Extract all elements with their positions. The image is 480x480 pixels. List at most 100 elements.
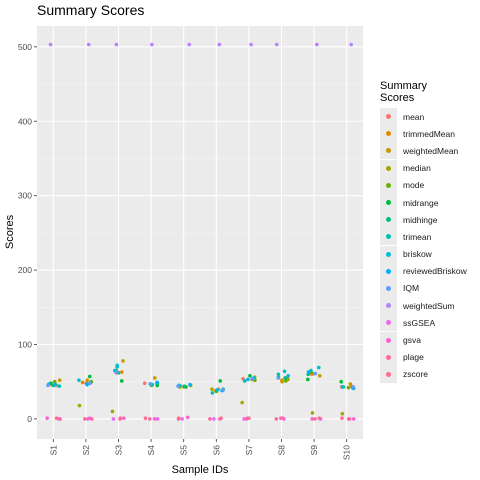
- point-zscore-S2: [83, 417, 87, 421]
- point-zscore-S1: [54, 416, 59, 420]
- point-IQM-S9: [313, 371, 318, 376]
- point-reviewedBriskow-S5: [188, 382, 192, 387]
- point-reviewedBriskow-S8: [286, 373, 290, 378]
- x-tick-label-S6: S6: [211, 445, 221, 456]
- x-tick-label-S9: S9: [309, 445, 319, 456]
- y-tick-label: 200: [18, 265, 32, 275]
- point-briskow-S9: [316, 365, 321, 370]
- legend-dot-ssGSEA: [386, 320, 391, 326]
- point-weightedSum-S5: [187, 42, 192, 47]
- x-tick-label-S8: S8: [277, 445, 287, 456]
- legend-key: [380, 297, 397, 315]
- point-weightedSum-S7: [249, 42, 253, 47]
- point-IQM-S4: [148, 382, 153, 386]
- point-weightedSum-S2: [86, 42, 91, 47]
- legend-dot-plage: [386, 354, 391, 360]
- point-zscore-S3: [118, 416, 123, 420]
- y-tick-label: 100: [18, 339, 32, 349]
- legend-key: [380, 348, 397, 366]
- legend-item-trimmedMean: trimmedMean: [380, 125, 478, 143]
- point-briskow-S8: [282, 369, 287, 374]
- point-mean-S4: [142, 381, 147, 385]
- legend-key: [380, 314, 397, 332]
- point-midrange-S6: [218, 379, 223, 383]
- legend-item-mode: mode: [380, 176, 478, 194]
- x-tick-label-S10: S10: [342, 445, 352, 460]
- point-briskow-S2: [77, 378, 81, 383]
- point-weightedMean-S10: [348, 382, 353, 386]
- point-plage-S4: [147, 417, 152, 421]
- point-weightedMean-S3: [121, 359, 125, 363]
- point-weightedSum-S9: [315, 42, 319, 47]
- point-gsva-S10: [351, 417, 356, 421]
- legend-item-reviewedBriskow: reviewedBriskow: [380, 262, 478, 280]
- legend-item-median: median: [380, 159, 478, 177]
- legend-label-plage: plage: [403, 352, 424, 363]
- legend-key: [380, 125, 397, 143]
- point-plage-S1: [58, 417, 62, 421]
- point-weightedMean-S9: [317, 373, 322, 378]
- plot-panel: [37, 26, 363, 439]
- grid-lines: [37, 26, 363, 439]
- point-weightedSum-S6: [217, 42, 222, 47]
- point-reviewedBriskow-S1: [53, 382, 57, 387]
- legend-items: mean trimmedMean weightedMean median mode mid…: [380, 108, 478, 383]
- legend-label-briskow: briskow: [403, 249, 432, 260]
- legend-dot-mean: [386, 114, 391, 120]
- point-median-S7: [240, 400, 244, 405]
- legend-label-midhinge: midhinge: [403, 214, 438, 225]
- point-weightedMean-S2: [85, 378, 90, 383]
- point-gsva-S3: [122, 416, 126, 420]
- legend-key: [380, 142, 397, 160]
- point-weightedSum-S1: [48, 42, 53, 47]
- y-axis-label: Scores: [4, 214, 16, 249]
- legend-label-gsva: gsva: [403, 335, 421, 346]
- point-midhinge-S8: [283, 376, 288, 380]
- legend-item-ssGSEA: ssGSEA: [380, 314, 478, 332]
- legend-dot-median: [386, 165, 391, 171]
- legend-item-zscore: zscore: [380, 365, 478, 383]
- legend-item-gsva: gsva: [380, 331, 478, 349]
- point-weightedSum-S8: [274, 42, 279, 47]
- legend-label-ssGSEA: ssGSEA: [403, 317, 436, 328]
- y-tick-label: 300: [18, 191, 32, 201]
- point-trimmedMean-S2: [80, 380, 85, 385]
- point-plage-S6: [208, 417, 212, 421]
- point-trimean-S1: [57, 384, 62, 388]
- point-zscore-S5: [176, 416, 181, 420]
- legend-item-IQM: IQM: [380, 279, 478, 297]
- data-points: [45, 42, 356, 421]
- legend-dot-midrange: [386, 200, 391, 206]
- axes: 0 100 200 300 400 500 S1 S2 S3 S4 S5 S6 S7 S8 S9 S10: [18, 42, 352, 460]
- legend-label-midrange: midrange: [403, 197, 439, 208]
- point-gsva-S5: [185, 415, 190, 420]
- y-tick-label: 400: [18, 116, 32, 126]
- legend-dot-briskow: [386, 251, 391, 257]
- point-median-S3: [110, 409, 115, 414]
- legend-item-mean: mean: [380, 108, 478, 126]
- legend-key: [380, 159, 397, 177]
- legend-key: [380, 245, 397, 263]
- legend-dot-reviewedBriskow: [386, 268, 391, 274]
- point-zscore-S9: [317, 416, 322, 420]
- legend-key: [380, 194, 397, 212]
- point-mode-S10: [346, 385, 351, 390]
- point-reviewedBriskow-S9: [306, 370, 311, 374]
- legend-item-weightedMean: weightedMean: [380, 142, 478, 160]
- point-reviewedBriskow-S2: [85, 382, 89, 387]
- point-mode-S1: [52, 379, 57, 384]
- legend-dot-mode: [386, 182, 391, 188]
- point-IQM-S8: [276, 376, 281, 380]
- point-median-S6: [210, 387, 214, 391]
- legend-key: [380, 176, 397, 194]
- legend-dot-trimmedMean: [386, 131, 391, 137]
- point-zscore-S6: [219, 416, 223, 420]
- point-gsva-S9: [310, 417, 314, 421]
- point-plage-S2: [90, 417, 94, 421]
- x-axis-label: Sample IDs: [172, 464, 229, 476]
- legend-label-weightedMean: weightedMean: [403, 145, 459, 156]
- x-tick-label-S2: S2: [81, 445, 91, 456]
- point-median-S9: [310, 411, 315, 415]
- point-midrange-S3: [119, 379, 124, 383]
- point-briskow-S3: [115, 363, 120, 368]
